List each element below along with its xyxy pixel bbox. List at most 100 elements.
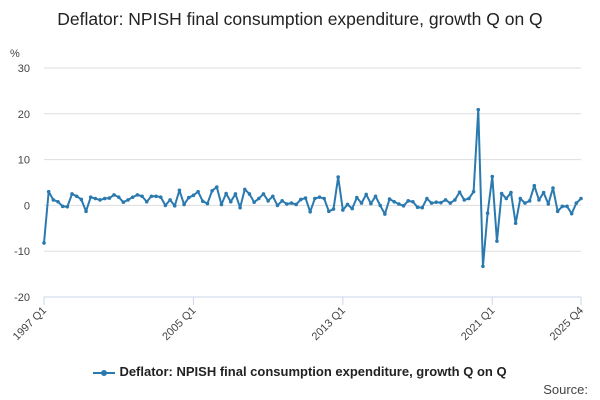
data-point: [266, 199, 270, 203]
data-point: [294, 202, 298, 207]
grid-lines: [44, 67, 581, 298]
data-point: [299, 197, 303, 202]
data-point: [102, 196, 107, 201]
data-point: [214, 185, 219, 189]
source-label[interactable]: Source:: [543, 382, 588, 397]
data-point: [331, 207, 336, 211]
data-point: [481, 264, 485, 269]
data-point: [172, 204, 177, 208]
data-point: [112, 193, 116, 197]
data-point: [565, 204, 569, 209]
data-point: [200, 199, 205, 204]
data-point: [93, 196, 98, 201]
data-point: [322, 196, 326, 201]
data-point: [79, 197, 84, 202]
y-tick-label: -10: [14, 246, 30, 258]
data-point: [387, 197, 392, 201]
data-point: [46, 189, 51, 194]
data-point: [107, 196, 112, 200]
data-point: [163, 203, 168, 208]
data-point: [233, 192, 238, 196]
data-point: [158, 195, 163, 199]
data-point: [537, 198, 541, 202]
data-point: [355, 195, 359, 200]
data-point: [74, 194, 79, 199]
data-point: [116, 195, 121, 199]
legend[interactable]: Deflator: NPISH final consumption expend…: [0, 364, 600, 379]
data-point: [369, 201, 373, 206]
data-point: [308, 210, 312, 214]
data-point: [130, 195, 135, 199]
data-point: [499, 191, 504, 196]
data-point: [448, 201, 453, 205]
data-point: [359, 201, 364, 205]
series-deflator: [42, 107, 583, 269]
y-tick-label: -20: [14, 292, 30, 304]
y-axis-ticks: -20 -10 0 10 20 30: [14, 63, 30, 304]
data-point: [42, 241, 46, 245]
data-point: [224, 191, 228, 196]
data-point: [289, 201, 294, 205]
data-point: [149, 194, 154, 199]
data-point: [210, 188, 214, 193]
data-point: [504, 196, 509, 201]
y-tick-label: 30: [18, 63, 30, 75]
data-point: [532, 183, 537, 188]
data-point: [462, 198, 467, 202]
x-tick-label: 2021 Q1: [459, 305, 497, 343]
data-point: [579, 196, 583, 201]
data-point: [191, 193, 196, 198]
data-point: [247, 192, 252, 196]
data-point: [327, 209, 331, 214]
y-tick-label: 10: [18, 155, 30, 167]
data-point: [453, 198, 457, 202]
data-point: [397, 202, 401, 206]
data-point: [140, 194, 144, 199]
data-point: [443, 198, 448, 202]
data-point: [364, 192, 369, 197]
data-point: [336, 175, 340, 179]
data-point: [439, 200, 443, 205]
data-point: [378, 203, 383, 208]
data-point: [60, 204, 65, 209]
x-tick-label: 1997 Q1: [11, 305, 49, 343]
data-point: [383, 212, 387, 216]
data-point: [551, 186, 555, 190]
data-point: [182, 202, 186, 207]
data-point: [257, 196, 261, 201]
data-point: [126, 198, 130, 202]
data-point: [285, 202, 289, 206]
x-tick-label: 2025 Q4: [548, 305, 586, 343]
data-point: [476, 107, 481, 112]
legend-label: Deflator: NPISH final consumption expend…: [119, 364, 507, 379]
data-point: [154, 194, 158, 199]
y-tick-label: 20: [18, 109, 30, 121]
data-point: [495, 239, 499, 243]
data-point: [196, 189, 200, 194]
data-point: [345, 202, 350, 207]
data-point: [523, 201, 527, 205]
data-point: [313, 196, 317, 201]
data-point: [252, 200, 256, 204]
data-point: [98, 198, 102, 202]
data-point: [467, 196, 471, 201]
x-tick-label: 2005 Q1: [160, 305, 198, 343]
data-point: [275, 203, 280, 208]
data-point: [373, 194, 378, 199]
data-point: [303, 196, 308, 200]
data-point: [135, 193, 140, 197]
data-point: [70, 192, 74, 196]
chart-title: Deflator: NPISH final consumption expend…: [57, 9, 543, 29]
data-point: [242, 187, 247, 192]
data-point: [513, 221, 518, 226]
data-point: [65, 204, 70, 209]
data-point: [51, 198, 56, 202]
y-axis-unit-label: %: [10, 48, 20, 60]
data-point: [569, 211, 574, 216]
data-point: [485, 211, 490, 215]
data-point: [88, 195, 93, 199]
x-axis: 1997 Q1 2005 Q1 2013 Q1 2021 Q1 2025 Q4: [11, 296, 586, 343]
data-point: [317, 195, 322, 199]
data-point: [457, 190, 462, 194]
data-point: [205, 201, 210, 206]
